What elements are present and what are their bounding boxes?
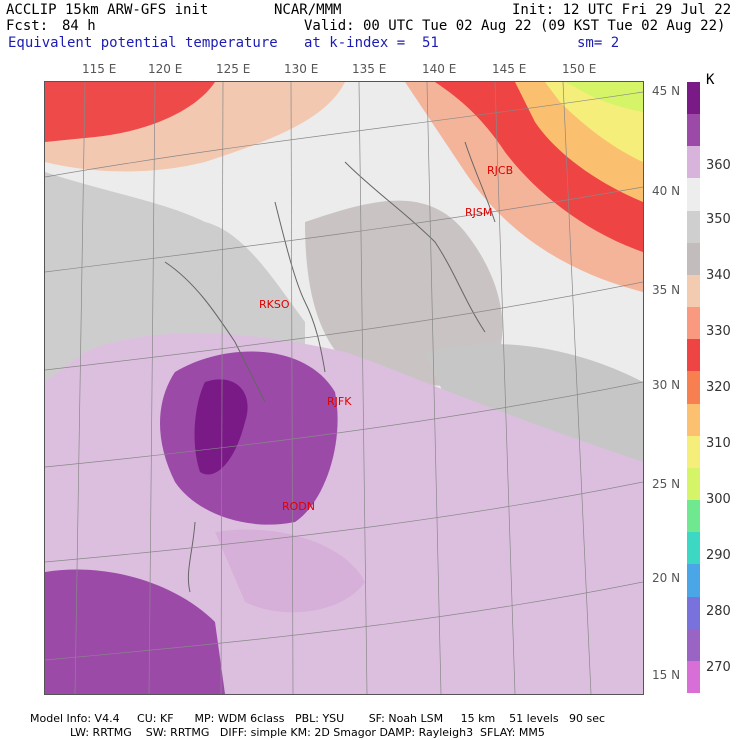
colorbar-label: 310 [706,436,731,451]
lat-label: 35 N [652,283,681,297]
lon-label: 150 E [562,62,597,76]
lat-label: 25 N [652,477,681,491]
colorbar-swatch [687,532,700,565]
lon-label: 140 E [422,62,457,76]
colorbar-swatch [687,274,700,308]
colorbar-swatch [687,178,700,212]
colorbar-swatch [687,435,700,469]
k-index: at k-index = 51 [304,35,439,51]
model-info-line1: Model Info: V4.4 CU: KF MP: WDM 6class P… [30,712,606,725]
forecast-hours: 84 h [62,18,96,34]
colorbar-swatch [687,564,700,598]
colorbar-label: 360 [706,158,731,173]
lon-label: 135 E [352,62,387,76]
colorbar-swatch [687,628,700,662]
colorbar-swatch [687,660,700,694]
station-rodn: RODN [282,500,315,513]
lon-label: 120 E [148,62,183,76]
green-region-ne [565,82,643,112]
moist-peak-central [194,379,248,475]
colorbar-label: 330 [706,324,731,339]
lat-label: 15 N [652,668,681,682]
lat-label: 30 N [652,378,681,392]
lat-label: 40 N [652,184,681,198]
colorbar-label: 350 [706,212,731,227]
colorbar-swatch [687,339,700,372]
moist-core-sw [45,569,225,694]
smoothing: sm= 2 [577,35,620,51]
lat-label: 45 N [652,84,681,98]
colorbar-swatch [687,467,700,501]
colorbar-swatch [687,307,700,340]
colorbar-label: 280 [706,604,731,619]
colorbar-label: 340 [706,268,731,283]
hot-region-nw [45,82,215,142]
colorbar-swatch [687,500,700,533]
init-time: Init: 12 UTC Fri 29 Jul 22 [512,2,732,18]
colorbar-swatch [687,210,700,244]
station-rkso: RKSO [259,298,290,311]
theta-e-map: RJCB RJSM RKSO RJFK RODN [44,81,644,695]
model-title: ACCLIP 15km ARW-GFS init [6,2,209,18]
grid-lines [45,82,643,694]
colorbar-label: 270 [706,660,731,675]
lon-label: 125 E [216,62,251,76]
lat-label: 20 N [652,571,681,585]
field-name: Equivalent potential temperature [8,35,278,51]
center-name: NCAR/MMM [274,2,342,18]
colorbar-swatch [687,403,700,437]
colorbar-swatch [687,146,700,179]
colorbar-swatch [687,596,700,630]
moist-region-mid [215,529,365,613]
lon-label: 145 E [492,62,527,76]
colorbar-swatch [687,242,700,276]
station-rjcb: RJCB [487,164,513,177]
station-rjsm: RJSM [465,206,492,219]
model-info-line2: LW: RRTMG SW: RRTMG DIFF: simple KM: 2D … [70,726,545,739]
valid-time: Valid: 00 UTC Tue 02 Aug 22 (09 KST Tue … [304,18,726,34]
station-rjfk: RJFK [327,395,352,408]
colorbar-swatch [687,82,700,115]
lon-label: 130 E [284,62,319,76]
colorbar-swatch [687,114,700,147]
colorbar-swatch [687,371,700,405]
colorbar-label: 300 [706,492,731,507]
colorbar-unit: K [706,72,715,88]
coastline [164,141,496,593]
colorbar-label: 290 [706,548,731,563]
colorbar-label: 320 [706,380,731,395]
lon-label: 115 E [82,62,117,76]
gray-region-japan [305,200,503,386]
forecast-label: Fcst: [6,18,49,34]
